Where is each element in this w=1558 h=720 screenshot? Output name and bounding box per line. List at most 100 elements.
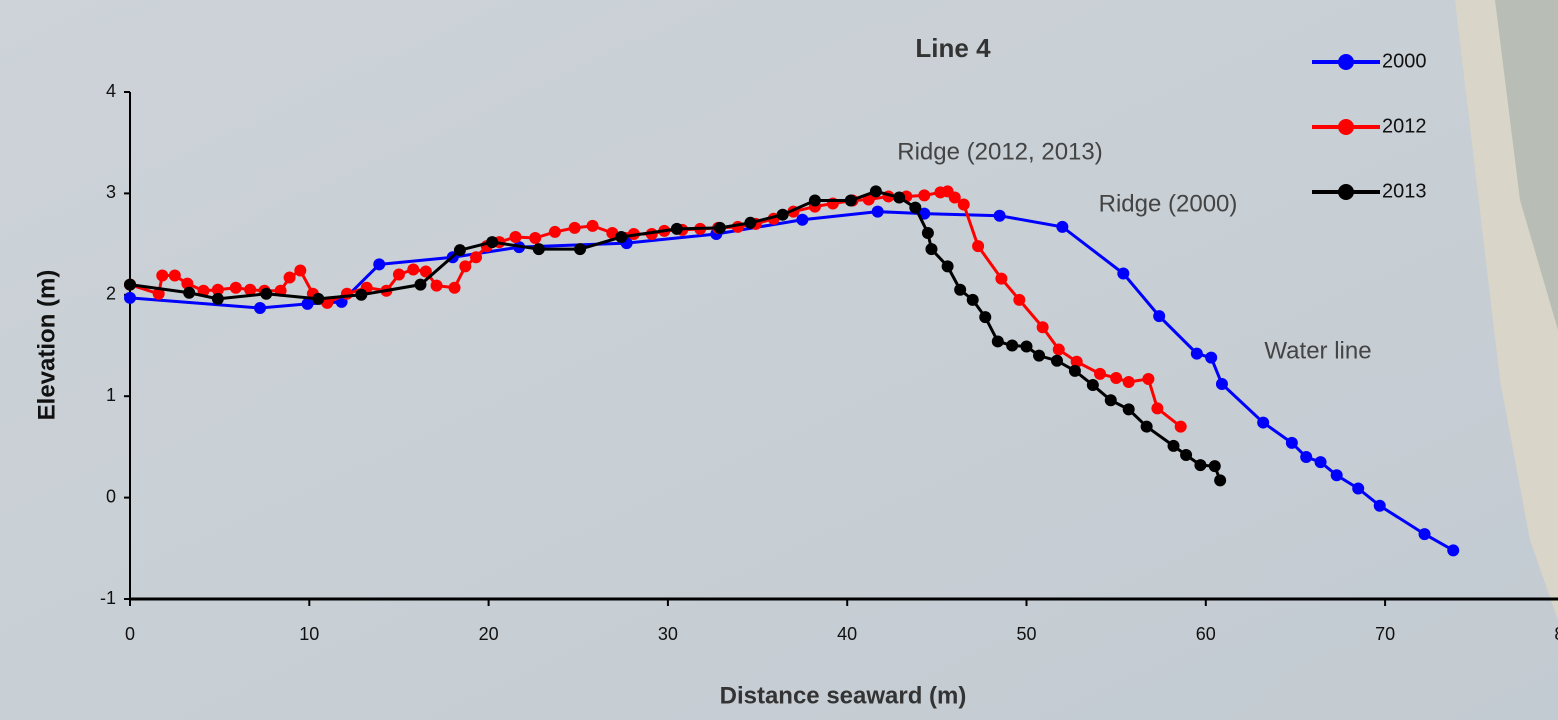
- y-tick-label: 1: [106, 385, 116, 405]
- data-point: [1013, 293, 1026, 306]
- data-point: [253, 301, 266, 314]
- data-point: [1151, 402, 1164, 415]
- data-point: [568, 221, 581, 234]
- data-point: [529, 232, 542, 245]
- data-point: [1020, 340, 1033, 353]
- data-point: [419, 265, 432, 278]
- data-point: [211, 292, 224, 305]
- data-point: [430, 279, 443, 292]
- data-point: [909, 201, 922, 214]
- data-point: [124, 278, 136, 291]
- data-point: [244, 283, 257, 296]
- y-tick-label: 2: [106, 284, 116, 304]
- data-point: [1205, 351, 1218, 364]
- data-point: [995, 272, 1008, 285]
- data-point: [1070, 355, 1083, 368]
- data-point: [407, 263, 420, 276]
- data-point: [808, 194, 821, 207]
- data-point: [1314, 456, 1327, 469]
- data-point: [993, 209, 1006, 222]
- data-point: [893, 191, 906, 204]
- annotation: Ridge (2000): [1099, 190, 1238, 217]
- data-point: [1352, 482, 1365, 495]
- x-tick-label: 40: [837, 624, 857, 644]
- data-point: [211, 283, 224, 296]
- data-point: [871, 205, 884, 218]
- data-point: [229, 281, 242, 294]
- data-point: [844, 194, 857, 207]
- x-tick-label: 60: [1196, 624, 1216, 644]
- data-point: [869, 185, 882, 198]
- y-tick-label: 3: [106, 182, 116, 202]
- data-point: [156, 269, 169, 282]
- x-tick-label: 70: [1375, 624, 1395, 644]
- data-point: [957, 198, 970, 211]
- data-point: [152, 287, 165, 300]
- data-point: [321, 296, 334, 309]
- data-point: [1056, 220, 1069, 233]
- data-point: [954, 283, 967, 296]
- data-point: [1300, 451, 1313, 464]
- chart-title: Line 4: [915, 33, 991, 63]
- legend-label: 2012: [1382, 115, 1427, 137]
- data-point: [183, 286, 196, 299]
- data-point: [124, 291, 136, 304]
- data-point: [532, 243, 545, 256]
- y-axis-label: Elevation (m): [33, 270, 60, 421]
- data-point: [1086, 379, 1099, 392]
- legend-label: 2013: [1382, 180, 1427, 202]
- y-tick-label: -1: [100, 588, 116, 608]
- data-point: [1122, 403, 1135, 416]
- data-point: [670, 222, 683, 235]
- x-tick-label: 20: [479, 624, 499, 644]
- data-point: [574, 243, 587, 256]
- data-point: [283, 271, 296, 284]
- data-point: [1257, 416, 1270, 429]
- y-tick-label: 0: [106, 486, 116, 506]
- data-point: [1215, 378, 1228, 391]
- data-point: [470, 251, 483, 264]
- legend-marker: [1338, 119, 1354, 135]
- data-point: [586, 219, 599, 232]
- data-point: [1033, 349, 1046, 362]
- data-point: [606, 226, 619, 239]
- data-point: [1214, 474, 1227, 487]
- data-point: [991, 335, 1004, 348]
- x-axis-label: Distance seaward (m): [720, 682, 967, 709]
- data-point: [414, 278, 427, 291]
- data-point: [392, 268, 405, 281]
- x-tick-label: 0: [125, 624, 135, 644]
- data-point: [918, 189, 931, 202]
- data-point: [1140, 420, 1153, 433]
- data-point: [1153, 310, 1166, 323]
- data-point: [1122, 376, 1135, 389]
- data-point: [948, 191, 961, 204]
- data-point: [925, 243, 938, 256]
- data-point: [966, 293, 979, 306]
- data-point: [1142, 372, 1155, 385]
- data-point: [509, 231, 522, 244]
- legend-label: 2000: [1382, 50, 1427, 72]
- data-point: [1373, 499, 1386, 512]
- data-point: [355, 288, 368, 301]
- data-point: [1036, 321, 1049, 334]
- data-point: [1052, 343, 1065, 356]
- data-point: [1068, 364, 1081, 377]
- data-point: [1418, 528, 1431, 541]
- data-point: [181, 277, 194, 290]
- data-point: [294, 264, 307, 277]
- data-point: [1194, 459, 1207, 472]
- data-point: [548, 225, 561, 238]
- data-point: [1190, 347, 1203, 360]
- data-point: [1447, 544, 1460, 557]
- y-tick-label: 4: [106, 81, 116, 101]
- data-point: [941, 260, 954, 273]
- x-tick-label: 10: [299, 624, 319, 644]
- data-point: [373, 258, 386, 271]
- legend-marker: [1338, 54, 1354, 70]
- annotation: Water line: [1264, 337, 1371, 364]
- data-point: [1104, 394, 1117, 407]
- data-point: [312, 292, 325, 305]
- data-point: [448, 281, 461, 294]
